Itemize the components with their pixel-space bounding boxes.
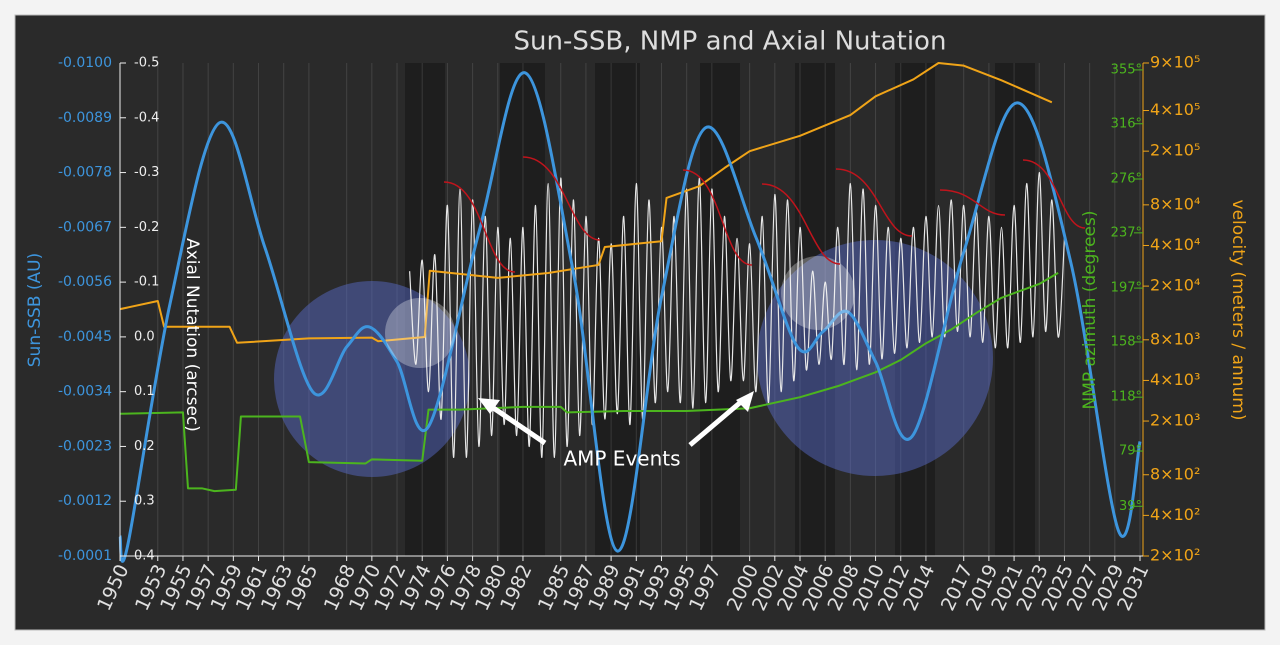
y4-tick-label: 8×10⁴ [1150,194,1200,213]
y-tick-label: -0.0012 [58,493,112,509]
y-tick-label: -0.0023 [58,438,112,454]
y4-tick-label: 8×10³ [1150,329,1200,348]
series-line [119,272,1059,493]
series-line [119,62,1053,344]
y2-tick-label: -0.4 [134,110,159,125]
y-tick-label: -0.0056 [58,274,112,290]
y4-tick-label: 4×10³ [1150,370,1200,389]
annotation: AMP Events [563,447,680,471]
y3-tick-label: 118° [1111,390,1142,405]
y-axis-label: Sun-SSB (AU) [25,253,45,367]
y2-tick-label: 0.2 [134,439,155,454]
y3-tick-label: 316° [1111,116,1142,131]
y2-tick-label: -0.2 [134,220,159,235]
chart-title: Sun-SSB, NMP and Axial Nutation [514,27,947,57]
y2-tick-label: 0.3 [134,494,155,509]
red-curves [443,156,1086,273]
y-tick-label: -0.0089 [58,110,112,126]
y4-tick-label: 2×10⁵ [1150,141,1200,160]
y4-tick-label: 4×10⁴ [1150,235,1200,254]
y4-axis-label: velocity (meters / annum) [1228,200,1248,421]
y2-tick-label: 0.4 [134,549,155,564]
y2-tick-label: 0.1 [134,384,155,399]
y4-tick-label: 8×10² [1150,464,1200,483]
y3-tick-label: 39° [1119,499,1142,514]
y3-tick-label: 158° [1111,334,1142,349]
y2-tick-label: -0.3 [134,165,159,180]
bands [405,63,1035,556]
y-tick-label: -0.0034 [58,384,112,400]
y-tick-label: -0.0078 [58,165,112,181]
y2-tick-label: -0.5 [134,56,159,71]
y-tick-label: -0.0067 [58,219,112,235]
arrows [478,391,754,447]
y3-tick-label: 355° [1111,62,1142,77]
y4-tick-label: 2×10² [1150,546,1200,565]
y4-tick-label: 9×10⁵ [1150,53,1200,72]
small-circles [385,256,855,368]
y-tick-label: -0.0045 [58,329,112,345]
series-line [118,71,1142,563]
y3-axis-label: NMP azimuth (degrees) [1080,211,1100,410]
y3-tick-label: 79° [1119,444,1142,459]
y2-axis-label: Axial Nutation (arcsec) [182,238,202,432]
y3-tick-label: 276° [1111,172,1142,187]
y4-tick-label: 2×10⁴ [1150,276,1200,295]
y-tick-label: -0.0100 [58,55,112,71]
y2-tick-label: -0.1 [134,275,159,290]
y4-tick-label: 4×10² [1150,505,1200,524]
y4-tick-label: 2×10³ [1150,411,1200,430]
y3-tick-label: 237° [1111,225,1142,240]
y4-tick-label: 4×10⁵ [1150,100,1200,119]
y2-tick-label: 0.0 [134,329,155,344]
y3-tick-label: 197° [1111,281,1142,296]
y-tick-label: -0.0001 [58,548,112,564]
